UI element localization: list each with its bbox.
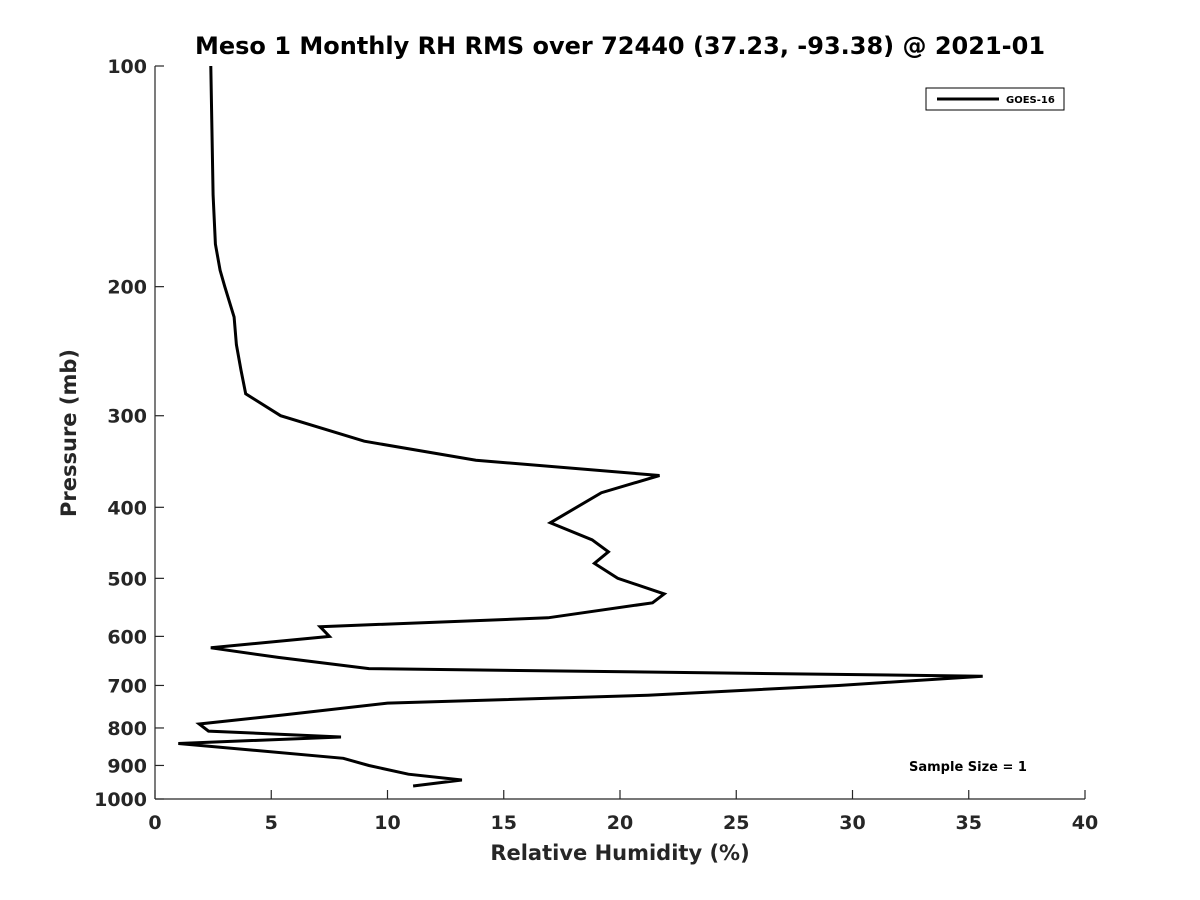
y-tick-label: 300 — [107, 406, 147, 428]
x-tick-label: 15 — [491, 812, 517, 834]
chart-title: Meso 1 Monthly RH RMS over 72440 (37.23,… — [195, 32, 1045, 60]
x-tick-label: 0 — [148, 812, 161, 834]
x-tick-label: 30 — [839, 812, 865, 834]
y-tick-label: 500 — [107, 568, 147, 590]
y-tick-label: 200 — [107, 277, 147, 299]
y-tick-label: 600 — [107, 626, 147, 648]
axes — [154, 66, 1085, 800]
y-tick-label: 700 — [107, 675, 147, 697]
series-layer — [178, 65, 983, 788]
y-tick-label: 400 — [107, 497, 147, 519]
y-tick-label: 800 — [107, 718, 147, 740]
ticks: 0 5 10 15 20 25 30 35 40 100 200 300 400 500 600 700 800… — [94, 56, 1098, 834]
series-line-0 — [178, 65, 983, 788]
x-tick-label: 10 — [374, 812, 400, 834]
legend-entry: GOES-16 — [1006, 95, 1055, 106]
x-tick-label: 20 — [607, 812, 633, 834]
y-tick-label: 1000 — [94, 789, 147, 811]
legend: GOES-16 — [925, 87, 1065, 111]
x-axis-label: Relative Humidity (%) — [490, 841, 749, 865]
sample-size-annotation: Sample Size = 1 — [909, 760, 1027, 775]
x-tick-label: 25 — [723, 812, 749, 834]
x-tick-label: 5 — [265, 812, 278, 834]
y-axis-label: Pressure (mb) — [57, 349, 81, 517]
x-tick-label: 40 — [1072, 812, 1098, 834]
x-tick-label: 35 — [956, 812, 982, 834]
y-tick-label: 100 — [107, 56, 147, 78]
y-tick-label: 900 — [107, 755, 147, 777]
